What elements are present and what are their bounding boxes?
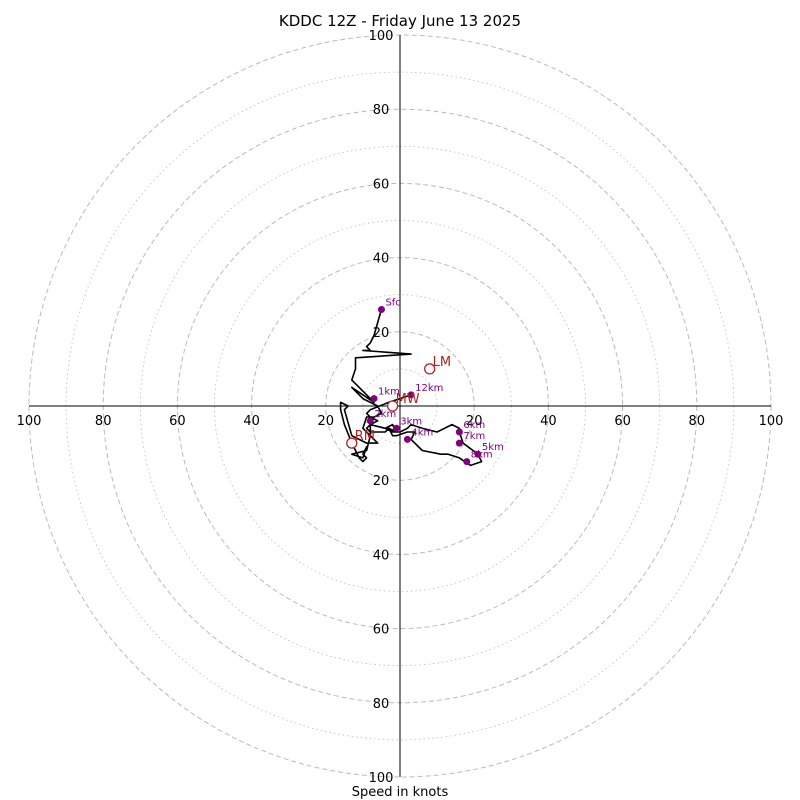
tick-label: 40	[243, 414, 260, 429]
height-marker-label: 3km	[400, 416, 422, 427]
storm-motion-marker	[386, 400, 399, 412]
height-marker-label: 6km	[463, 420, 485, 431]
height-marker-label: 5km	[482, 442, 504, 453]
tick-label: 40	[373, 252, 390, 267]
height-marker-dot	[403, 435, 411, 443]
tick-label: 60	[373, 177, 390, 192]
height-marker-dot	[366, 417, 374, 425]
tick-labels: 20 20 20 20 40 40 40 40 60 60 60 60 80 80 80 80 100 100 10…	[17, 29, 784, 786]
height-marker-dot	[474, 450, 482, 458]
height-marker-dot	[370, 395, 378, 403]
tick-label: 100	[369, 29, 394, 44]
tick-label: 20	[373, 474, 390, 489]
storm-motion-marker	[346, 437, 358, 449]
tick-label: 80	[689, 414, 706, 429]
tick-label: 60	[169, 414, 186, 429]
hodograph-trace-line	[339, 309, 483, 467]
storm-motion-marker	[424, 363, 436, 375]
height-marker-dot	[463, 458, 471, 466]
hodograph-trace	[339, 309, 483, 467]
tick-label: 100	[17, 414, 42, 429]
storm-motion-markers: LM MW RM	[346, 355, 451, 449]
tick-label: 60	[614, 414, 631, 429]
tick-label: 80	[95, 414, 112, 429]
height-marker-dot	[455, 439, 463, 447]
height-marker-dot	[377, 306, 385, 314]
storm-motion-label: MW	[396, 392, 420, 407]
axes	[29, 35, 771, 777]
height-marker-dot	[455, 428, 463, 436]
storm-motion-label: RM	[355, 429, 375, 444]
tick-label: 100	[759, 414, 784, 429]
height-marker-label: 1km	[378, 387, 400, 398]
tick-label: 100	[369, 771, 394, 786]
height-marker-dot	[392, 424, 400, 432]
chart-title: KDDC 12Z - Friday June 13 2025	[279, 12, 521, 30]
tick-label: 80	[373, 103, 390, 118]
height-marker-label: 12km	[415, 383, 443, 394]
height-marker-label: Sfc	[385, 298, 400, 309]
tick-label: 60	[373, 623, 390, 638]
tick-label: 40	[373, 548, 390, 563]
height-marker-label: 7km	[463, 431, 485, 442]
x-axis-label: Speed in knots	[352, 785, 449, 800]
storm-motion-label: LM	[433, 355, 451, 370]
height-marker-label: 2km	[374, 409, 396, 420]
height-marker-label: 8km	[471, 450, 493, 461]
tick-label: 80	[373, 697, 390, 712]
tick-label: 20	[373, 326, 390, 341]
height-marker-dot	[407, 391, 415, 399]
tick-label: 20	[318, 414, 335, 429]
height-marker-label: 4km	[411, 427, 433, 438]
tick-label: 20	[466, 414, 483, 429]
tick-label: 40	[540, 414, 557, 429]
